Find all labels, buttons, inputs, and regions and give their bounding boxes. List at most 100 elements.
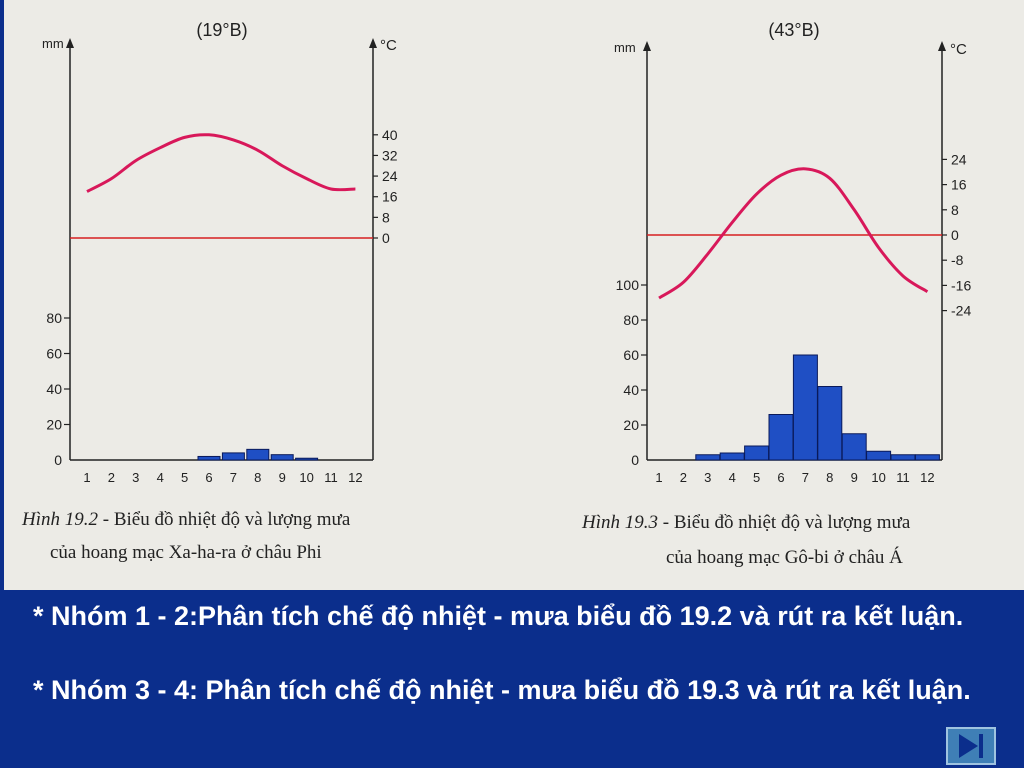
precip-unit-label: mm (42, 36, 64, 51)
figure-number: Hình 19.3 (581, 512, 658, 533)
precip-tick-label: 80 (623, 312, 639, 328)
task-group-3-4: * Nhóm 3 - 4: Phân tích chế độ nhiệt - m… (33, 675, 971, 705)
precip-tick-label: 0 (631, 452, 639, 468)
temp-tick-label: 24 (382, 168, 398, 184)
temp-ticks: 0 8 16 24 32 40 (373, 127, 398, 246)
precip-unit-label: mm (614, 40, 636, 55)
month-tick-label: 11 (324, 470, 338, 485)
month-tick-label: 12 (348, 470, 362, 485)
temp-tick-label: -24 (951, 303, 971, 319)
left-border (0, 0, 4, 590)
precip-tick-label: 40 (623, 382, 639, 398)
figure-title: - Biểu đồ nhiệt độ và lượng mưa (658, 512, 911, 533)
latitude-label: (19°B) (196, 20, 247, 40)
precip-tick-label: 100 (616, 277, 640, 293)
figure-number: Hình 19.2 (21, 509, 99, 530)
month-tick-label: 8 (826, 470, 833, 485)
month-ticks: 1 2 3 4 5 6 7 8 9 10 11 12 (83, 470, 362, 485)
precip-bar (221, 452, 245, 461)
figure-caption-line2: của hoang mạc Gô-bi ở châu Á (666, 546, 903, 568)
month-tick-label: 7 (802, 470, 809, 485)
temp-tick-label: 16 (382, 189, 398, 205)
month-tick-label: 11 (896, 470, 910, 485)
precip-bar (914, 454, 940, 461)
month-ticks: 1 2 3 4 5 6 7 8 9 10 11 12 (655, 470, 934, 485)
precip-bar (744, 445, 770, 461)
latitude-label: (43°B) (768, 20, 819, 40)
month-tick-label: 6 (205, 470, 212, 485)
temp-tick-label: 40 (382, 127, 398, 143)
slide-text-panel (0, 590, 1024, 768)
month-tick-label: 8 (254, 470, 261, 485)
temp-axis-arrow (369, 38, 377, 48)
precip-bar (768, 414, 794, 461)
precip-tick-label: 60 (46, 346, 62, 362)
precip-ticks: 0 20 40 60 80 100 (616, 277, 647, 468)
temp-tick-label: 24 (951, 151, 967, 167)
task-group-1-2: * Nhóm 1 - 2:Phân tích chế độ nhiệt - mư… (33, 601, 964, 631)
month-tick-label: 10 (871, 470, 885, 485)
temp-tick-label: 8 (382, 209, 390, 225)
month-tick-label: 5 (753, 470, 760, 485)
precip-tick-label: 0 (54, 452, 62, 468)
precip-bar (817, 386, 843, 461)
temp-tick-label: -16 (951, 277, 971, 293)
month-tick-label: 10 (299, 470, 313, 485)
precip-tick-label: 60 (623, 347, 639, 363)
next-slide-icon (959, 734, 983, 758)
precip-axis-arrow (66, 38, 74, 48)
figure-title: - Biểu đồ nhiệt độ và lượng mưa (98, 509, 351, 530)
month-tick-label: 2 (680, 470, 687, 485)
figure-caption-line1: Hình 19.3 - Biểu đồ nhiệt độ và lượng mư… (581, 512, 911, 533)
month-tick-label: 9 (279, 470, 286, 485)
temp-unit-label: °C (380, 37, 397, 54)
precip-tick-label: 40 (46, 381, 62, 397)
month-tick-label: 3 (704, 470, 711, 485)
temp-tick-label: 16 (951, 177, 967, 193)
temp-tick-label: 0 (382, 230, 390, 246)
precip-tick-label: 80 (46, 310, 62, 326)
temp-tick-label: 8 (951, 202, 959, 218)
precip-bars (197, 448, 319, 461)
month-tick-label: 9 (851, 470, 858, 485)
precip-tick-label: 20 (46, 417, 62, 433)
precip-bar (295, 457, 319, 461)
precip-axis-arrow (643, 41, 651, 51)
precip-bar (197, 455, 221, 461)
precip-bar (866, 450, 892, 461)
month-tick-label: 5 (181, 470, 188, 485)
precip-bar (270, 454, 294, 461)
precip-bars (695, 354, 940, 461)
precip-bar (719, 452, 745, 461)
temp-axis-arrow (938, 41, 946, 51)
figure-caption-line2: của hoang mạc Xa-ha-ra ở châu Phi (50, 542, 322, 563)
month-tick-label: 7 (230, 470, 237, 485)
precip-bar (890, 454, 916, 461)
month-tick-label: 6 (777, 470, 784, 485)
next-slide-button[interactable] (946, 727, 996, 765)
month-tick-label: 1 (655, 470, 662, 485)
temp-tick-label: 32 (382, 147, 398, 163)
precip-bar (841, 433, 867, 461)
textbook-scan (0, 0, 1024, 590)
month-tick-label: 4 (157, 470, 164, 485)
temperature-curve (86, 133, 356, 193)
month-tick-label: 1 (83, 470, 90, 485)
temp-tick-label: 0 (951, 227, 959, 243)
month-tick-label: 2 (108, 470, 115, 485)
precip-bar (695, 454, 721, 461)
temp-tick-label: -8 (951, 252, 964, 268)
temp-ticks: -24 -16 -8 0 8 16 24 (942, 151, 971, 319)
temperature-curve (658, 167, 929, 300)
temp-unit-label: °C (950, 41, 967, 58)
figure-caption-line1: Hình 19.2 - Biểu đồ nhiệt độ và lượng mư… (21, 509, 351, 530)
chart-gobi: (43°B) mm °C 1 2 3 4 5 6 7 8 9 10 11 12 02040608010… (581, 20, 971, 568)
precip-bar (246, 448, 270, 461)
precip-bar (792, 354, 818, 461)
month-tick-label: 3 (132, 470, 139, 485)
month-tick-label: 12 (920, 470, 934, 485)
precip-ticks: 0 20 40 60 80 (46, 310, 70, 468)
precip-tick-label: 20 (623, 417, 639, 433)
